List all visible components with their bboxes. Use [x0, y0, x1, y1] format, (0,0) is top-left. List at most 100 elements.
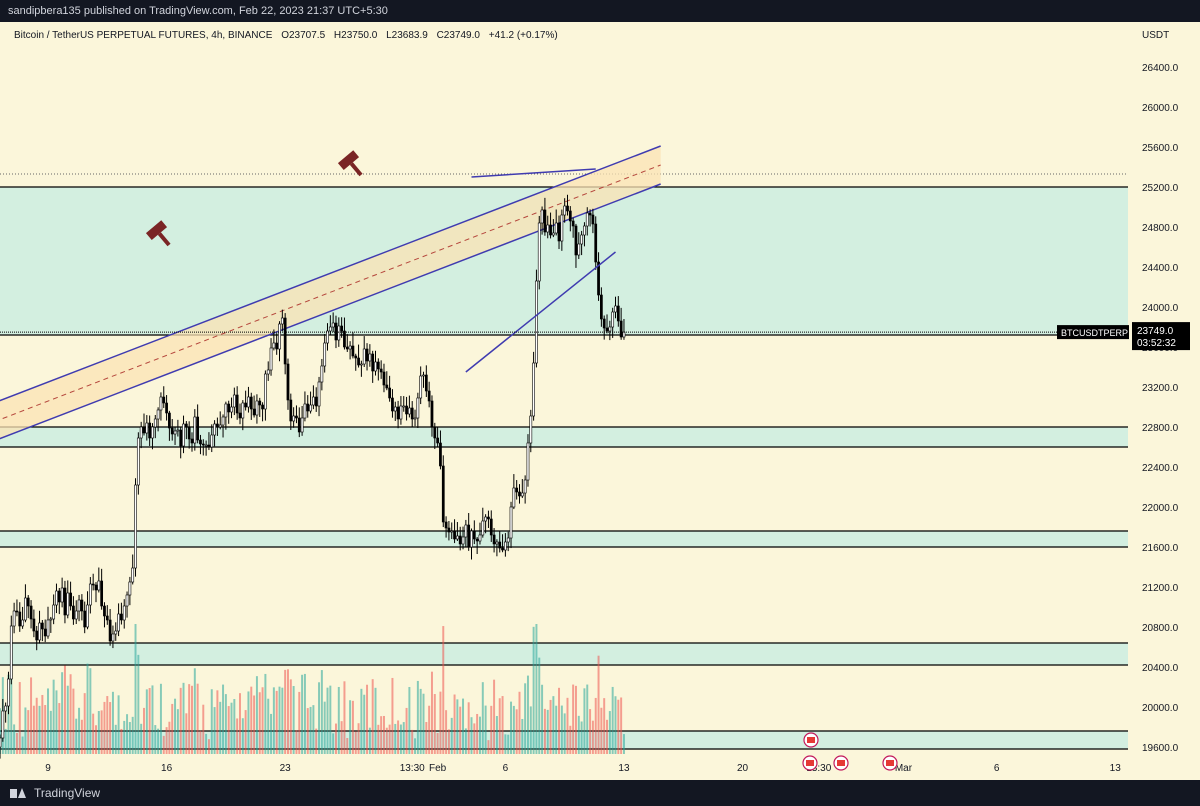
volume-bar: [216, 690, 219, 754]
price-tag: [1132, 322, 1190, 351]
volume-bar: [617, 699, 620, 754]
candle-body: [478, 534, 482, 542]
volume-bar: [165, 727, 168, 754]
candle-body: [552, 232, 555, 236]
volume-bar: [591, 720, 594, 754]
candle-body: [46, 619, 50, 637]
event-icon-fill: [807, 737, 815, 743]
volume-bar: [137, 654, 140, 754]
candle-body: [481, 520, 485, 536]
candle-body: [374, 361, 377, 372]
candle-body: [230, 406, 233, 413]
candle-body: [487, 516, 490, 520]
candle-body: [184, 423, 188, 428]
candle-body: [40, 622, 44, 630]
candle-body: [504, 541, 507, 551]
volume-bar: [286, 669, 289, 754]
candle-body: [57, 590, 61, 603]
y-tick-label: 24000.0: [1142, 303, 1179, 314]
candle-body: [94, 584, 98, 591]
chart-legend: Bitcoin / TetherUS PERPETUAL FUTURES, 4h…: [14, 30, 564, 41]
volume-bar: [176, 709, 179, 754]
candle-body: [269, 347, 273, 371]
candle-body: [371, 353, 375, 372]
candle-body: [340, 325, 343, 332]
candle-body: [12, 610, 16, 627]
volume-bar: [326, 687, 329, 754]
time-axis-panel: [0, 757, 1200, 780]
volume-bar: [346, 737, 349, 754]
volume-bar: [343, 681, 346, 754]
candle-body: [594, 223, 598, 263]
candle-body: [286, 363, 290, 401]
candle-body: [422, 374, 425, 377]
volume-bar: [120, 728, 123, 754]
candle-body: [402, 405, 406, 408]
candle-body: [526, 442, 530, 481]
candle-body: [218, 424, 222, 428]
volume-bar: [47, 688, 49, 754]
volume-bar: [501, 696, 504, 754]
volume-bar: [337, 686, 340, 754]
candle-body: [453, 530, 456, 540]
candle-body: [447, 527, 451, 533]
candle-body: [1, 710, 5, 739]
volume-bar: [388, 724, 391, 754]
candle-body: [506, 537, 510, 543]
volume-bar: [24, 707, 27, 754]
volume-bar: [563, 713, 566, 754]
candle-body: [323, 342, 327, 367]
candle-body: [18, 611, 22, 627]
candle-body: [125, 594, 129, 607]
candle-body: [114, 630, 118, 635]
volume-bar: [510, 701, 513, 754]
volume-bar: [459, 706, 462, 754]
volume-bar: [199, 730, 202, 754]
y-tick-label: 22800.0: [1142, 423, 1179, 434]
candle-body: [309, 404, 312, 412]
candle-body: [9, 625, 13, 680]
volume-bar: [583, 688, 586, 754]
support-zone-1: [0, 427, 1128, 447]
candle-body: [568, 210, 572, 222]
wedge-line-0: [465, 251, 616, 373]
support-zone-2: [0, 531, 1128, 547]
volume-bar: [351, 700, 354, 754]
candle-body: [97, 580, 101, 591]
candle-body: [249, 396, 253, 410]
volume-bar: [69, 674, 72, 754]
volume-bar: [41, 694, 44, 754]
candle-body: [26, 597, 30, 607]
candle-body: [393, 406, 397, 412]
candle-body: [303, 403, 307, 419]
volume-bar: [179, 687, 182, 754]
volume-bar: [495, 716, 498, 754]
volume-bar: [309, 706, 312, 754]
channel-upper-line: [0, 145, 661, 402]
volume-bar: [419, 688, 422, 754]
volume-bar: [603, 698, 606, 754]
volume-bar: [622, 734, 625, 754]
volume-bar: [397, 720, 400, 754]
volume-bar: [295, 730, 298, 754]
volume-bar: [159, 683, 162, 754]
volume-bar: [349, 700, 352, 754]
event-icon-fill: [806, 760, 814, 766]
close-value: C23749.0: [436, 30, 480, 41]
candle-body: [134, 484, 137, 569]
volume-bar: [315, 728, 318, 754]
volume-bar: [611, 686, 614, 754]
volume-bar: [467, 702, 470, 754]
volume-bar: [504, 734, 507, 754]
volume-bar: [385, 727, 388, 754]
price-chart[interactable]: USDT 19600.0 20000.0 20400.0 20800.0 21200.0 2…: [0, 22, 1200, 780]
hammer-icon: [145, 220, 171, 247]
chart-area[interactable]: USDT 19600.0 20000.0 20400.0 20800.0 21200.0 2…: [0, 22, 1200, 780]
volume-bar: [250, 686, 253, 754]
candle-body: [52, 604, 56, 620]
candle-body: [320, 365, 324, 383]
candle-body: [376, 361, 380, 370]
volume-bar: [49, 710, 52, 754]
candle-body: [540, 209, 544, 224]
candle-body: [532, 362, 535, 417]
